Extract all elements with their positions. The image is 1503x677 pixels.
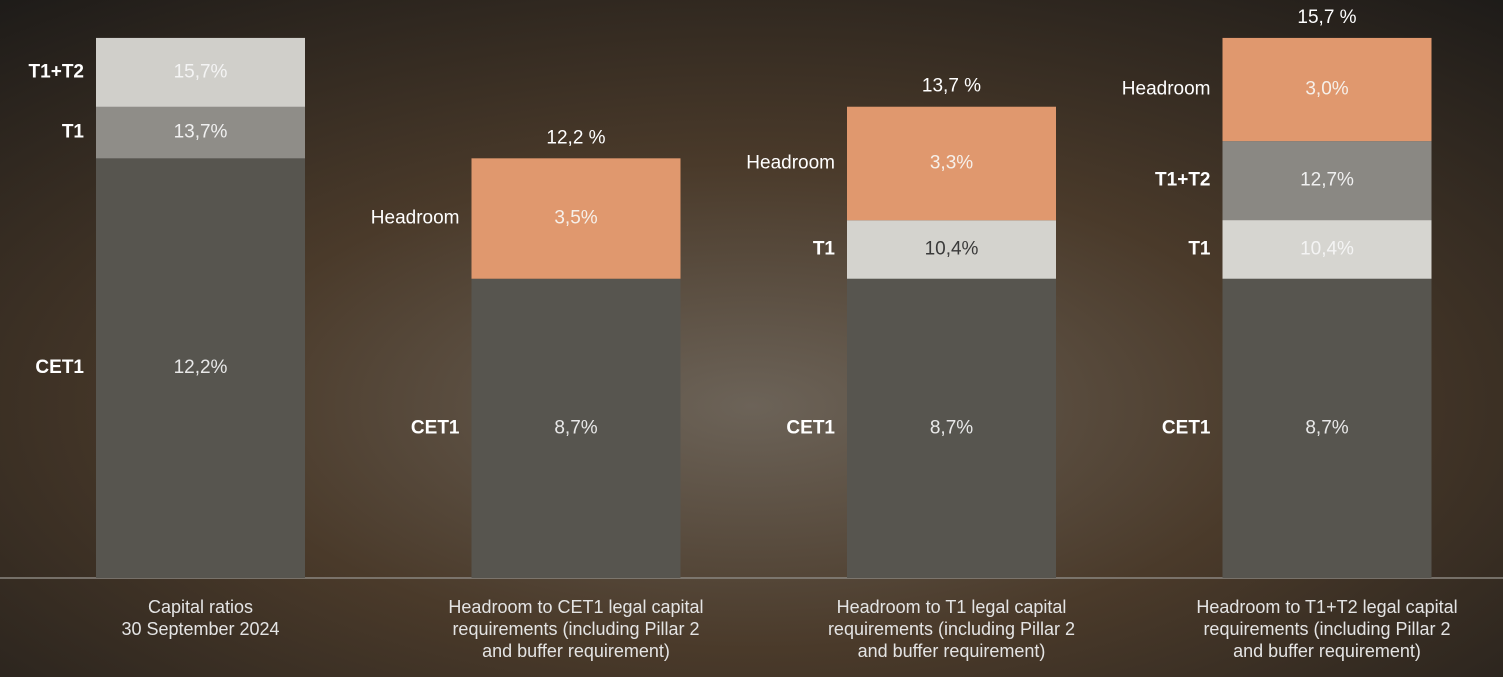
category-label: and buffer requirement)	[482, 641, 670, 661]
bar-level	[471, 278, 681, 578]
category-label: Headroom to T1 legal capital	[837, 597, 1067, 617]
level-label: 8,7%	[1305, 417, 1348, 438]
category-label: requirements (including Pillar 2	[828, 619, 1075, 639]
level-name: CET1	[786, 417, 835, 438]
bar-level	[1222, 278, 1432, 578]
category-label: requirements (including Pillar 2	[1203, 619, 1450, 639]
level-label: 10,4%	[1300, 238, 1354, 259]
level-label: 12,7%	[1300, 170, 1354, 191]
headroom-name: Headroom	[1122, 79, 1211, 100]
category-label: requirements (including Pillar 2	[452, 619, 699, 639]
category-label: Capital ratios	[148, 597, 253, 617]
total-label: 15,7 %	[1297, 7, 1356, 28]
headroom-name: Headroom	[371, 208, 460, 229]
level-name: T1	[1188, 238, 1211, 259]
level-label: 8,7%	[930, 417, 973, 438]
total-label: 13,7 %	[922, 76, 981, 97]
category-label: and buffer requirement)	[1233, 641, 1421, 661]
headroom-name: Headroom	[746, 152, 835, 173]
category-label: and buffer requirement)	[858, 641, 1046, 661]
bar-level	[96, 158, 305, 578]
level-name: CET1	[411, 417, 460, 438]
level-name: T1+T2	[29, 61, 84, 82]
headroom-label: 3,5%	[554, 208, 597, 229]
level-label: 12,2%	[174, 357, 228, 378]
category-label: Headroom to CET1 legal capital	[448, 597, 703, 617]
headroom-bar	[1222, 37, 1432, 142]
level-label: 8,7%	[554, 417, 597, 438]
headroom-bar	[471, 158, 681, 279]
level-label: 15,7%	[174, 61, 228, 82]
level-name: CET1	[35, 357, 84, 378]
headroom-bar	[847, 106, 1056, 221]
category-label: Headroom to T1+T2 legal capital	[1196, 597, 1457, 617]
level-name: T1+T2	[1155, 170, 1210, 191]
category-label: 30 September 2024	[121, 619, 279, 639]
level-label: 10,4%	[925, 238, 979, 259]
level-name: T1	[813, 238, 836, 259]
bar-level	[847, 278, 1056, 578]
headroom-label: 3,3%	[930, 152, 973, 173]
headroom-label: 3,0%	[1305, 79, 1348, 100]
level-label: 13,7%	[174, 122, 228, 143]
level-name: T1	[62, 122, 85, 143]
level-name: CET1	[1162, 417, 1211, 438]
total-label: 12,2 %	[546, 127, 605, 148]
